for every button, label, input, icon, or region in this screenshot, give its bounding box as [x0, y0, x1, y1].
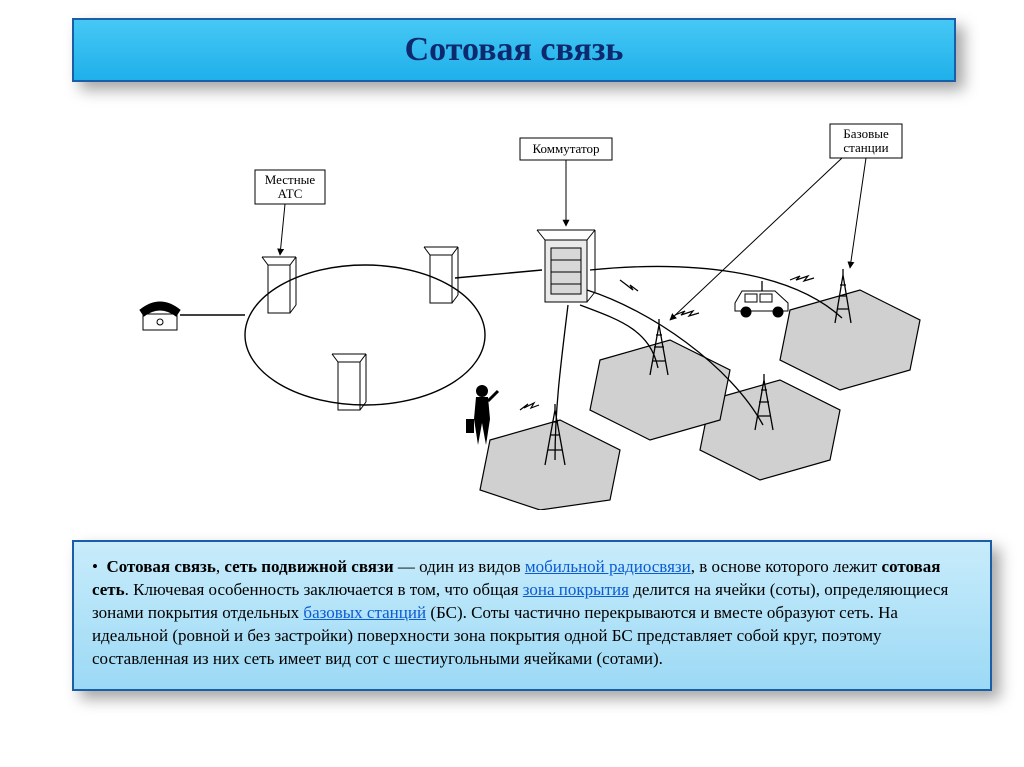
switch-icon: [537, 230, 595, 302]
desc-t1: — один из видов: [394, 557, 525, 576]
diagram-svg: Местные АТС Коммутатор Базовые станции: [90, 110, 930, 510]
label-local-atc-l2: АТС: [278, 186, 303, 201]
link-base-stations[interactable]: базовых станций: [303, 603, 426, 622]
label-local-atc-l1: Местные: [265, 172, 316, 187]
atc-switch-link: [455, 270, 542, 278]
hex-cells: [480, 290, 920, 510]
description-box: • Сотовая связь, сеть подвижной связи — …: [72, 540, 992, 691]
description-text: • Сотовая связь, сеть подвижной связи — …: [92, 556, 972, 671]
title-box: Сотовая связь: [72, 18, 956, 82]
desc-t2: , в основе которого лежит: [691, 557, 882, 576]
person-icon: [466, 385, 498, 445]
link-coverage-zone[interactable]: зона покрытия: [523, 580, 629, 599]
slide-title: Сотовая связь: [405, 31, 624, 69]
telephone-icon: [140, 302, 180, 330]
slide: Сотовая связь: [0, 0, 1024, 767]
label-switch: Коммутатор: [532, 141, 599, 156]
bullet: •: [92, 557, 98, 576]
label-bs-l2: станции: [843, 140, 888, 155]
network-diagram: Местные АТС Коммутатор Базовые станции: [90, 110, 930, 510]
label-bs-l1: Базовые: [843, 126, 889, 141]
desc-t3: . Ключевая особенность заключается в том…: [125, 580, 523, 599]
desc-b2: сеть подвижной связи: [224, 557, 393, 576]
atc-cabinets: [262, 247, 458, 410]
desc-b1: Сотовая связь: [106, 557, 215, 576]
car-icon: [735, 281, 788, 317]
link-mobile-radio[interactable]: мобильной радиосвязи: [525, 557, 691, 576]
